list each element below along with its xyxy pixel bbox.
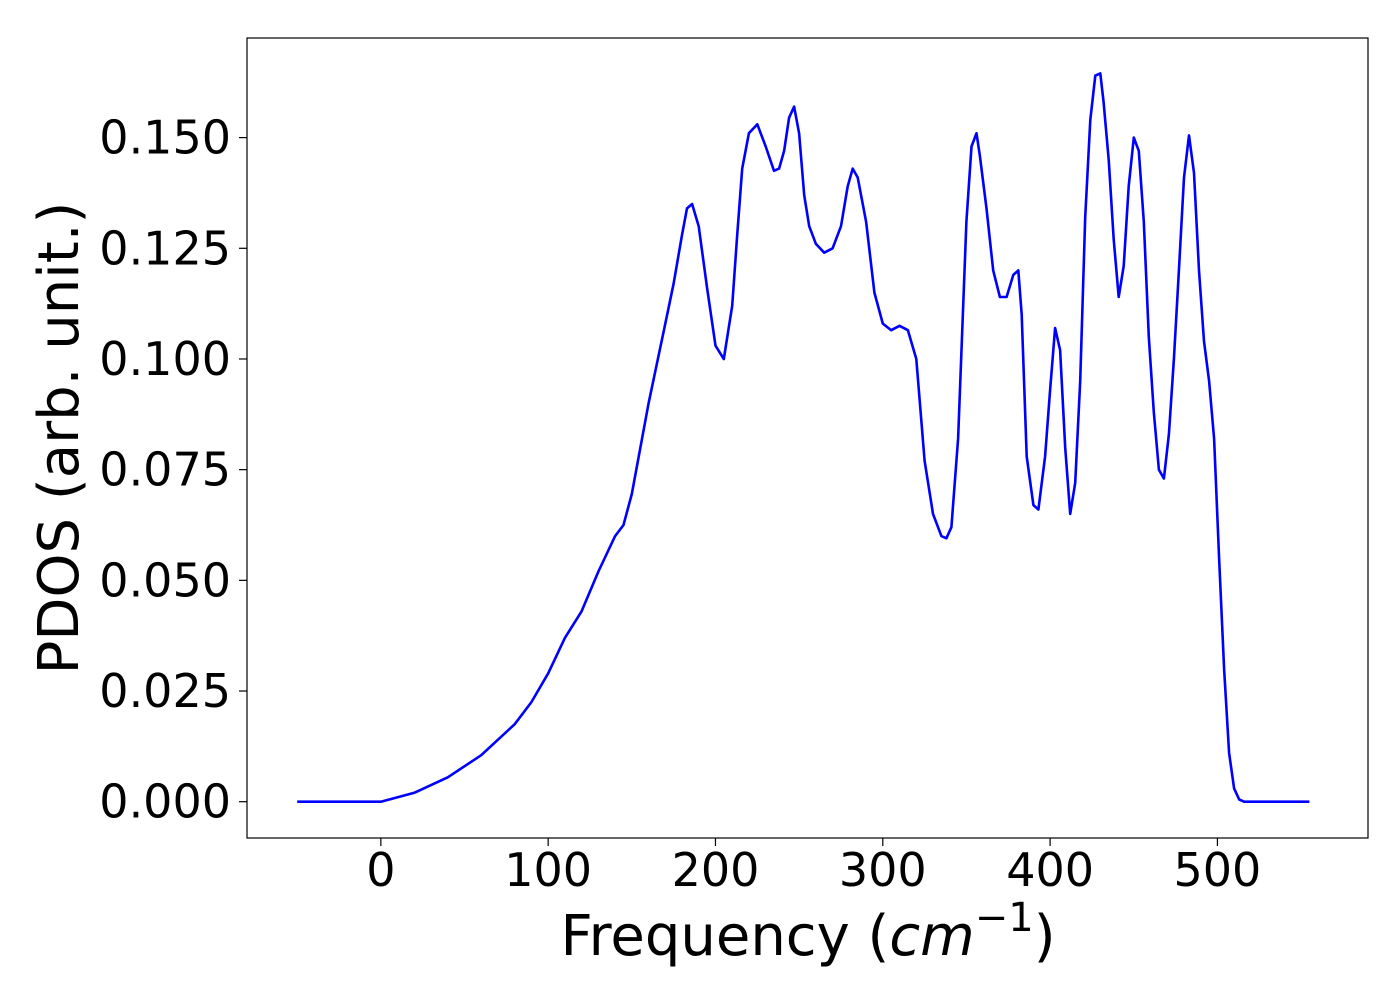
x-tick-label: 300 [839, 843, 927, 897]
series-layer [297, 72, 1310, 804]
y-tick-label: 0.075 [99, 443, 231, 497]
x-axis-ticks: 0 100 200 300 400 500 [366, 838, 1261, 897]
y-tick-label: 0.100 [99, 332, 231, 386]
y-tick-label: 0.025 [99, 664, 231, 718]
y-tick-label: 0.000 [99, 775, 231, 829]
y-axis-title: PDOS (arb. unit.) [27, 202, 92, 675]
x-tick-label: 0 [366, 843, 395, 897]
x-tick-label: 100 [504, 843, 592, 897]
y-axis-ticks: 0.000 0.025 0.050 0.075 0.100 0.125 0.150 [99, 111, 247, 829]
x-tick-label: 400 [1006, 843, 1094, 897]
x-axis-title: Frequency (cm−1) [560, 895, 1055, 969]
y-tick-label: 0.050 [99, 553, 231, 607]
plot-frame [246, 37, 1369, 839]
y-tick-label: 0.150 [99, 111, 231, 165]
x-tick-label: 500 [1174, 843, 1262, 897]
pdos-series-line [297, 72, 1310, 804]
y-tick-label: 0.125 [99, 221, 231, 275]
x-tick-label: 200 [672, 843, 760, 897]
